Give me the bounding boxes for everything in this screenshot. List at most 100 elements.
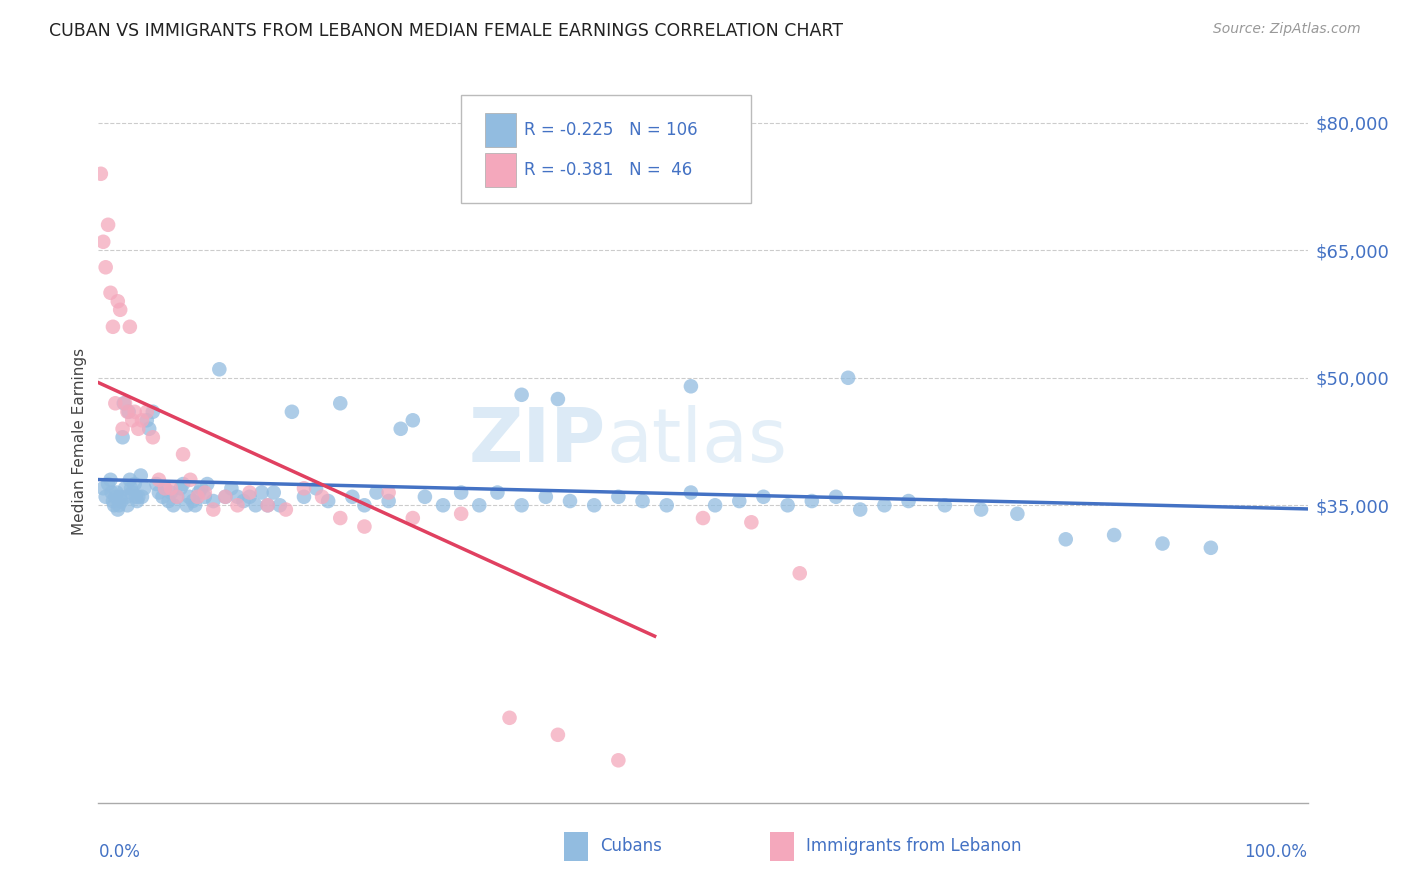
Point [468, 498, 491, 512]
Point [176, 498, 198, 512]
Point [679, 485, 702, 500]
Point [202, 494, 225, 508]
Point [329, 396, 352, 410]
Point [118, 473, 141, 487]
Point [120, 481, 142, 495]
Point [134, 481, 156, 495]
Point [377, 485, 399, 500]
Point [1054, 533, 1077, 547]
Point [172, 477, 194, 491]
Point [187, 485, 209, 500]
Point [127, 494, 149, 508]
Point [825, 490, 848, 504]
Point [108, 302, 131, 317]
Text: R = -0.225   N = 106: R = -0.225 N = 106 [524, 121, 697, 139]
Point [655, 498, 678, 512]
Point [94, 490, 117, 504]
Point [160, 485, 183, 500]
Point [486, 485, 509, 500]
Point [142, 430, 165, 444]
Point [117, 405, 139, 419]
Point [269, 498, 291, 512]
Point [970, 502, 993, 516]
Point [292, 490, 315, 504]
Text: Immigrants from Lebanon: Immigrants from Lebanon [806, 838, 1021, 855]
Point [97, 218, 120, 232]
Point [166, 490, 188, 504]
Y-axis label: Median Female Earnings: Median Female Earnings [72, 348, 87, 535]
Point [179, 490, 201, 504]
Point [547, 392, 569, 406]
Point [148, 473, 170, 487]
Point [221, 481, 243, 495]
Point [214, 490, 236, 504]
Bar [485, 153, 516, 187]
Bar [769, 831, 794, 861]
Point [366, 485, 388, 500]
Text: 100.0%: 100.0% [1244, 843, 1308, 861]
Point [281, 405, 304, 419]
Point [124, 405, 146, 419]
Point [127, 490, 149, 504]
Text: Cubans: Cubans [600, 838, 662, 855]
Point [121, 413, 143, 427]
Point [1152, 536, 1174, 550]
Text: ZIP: ZIP [470, 405, 606, 478]
Point [607, 753, 630, 767]
Point [534, 490, 557, 504]
Point [100, 285, 122, 300]
Point [142, 405, 165, 419]
Point [631, 494, 654, 508]
Point [873, 498, 896, 512]
Point [239, 485, 262, 500]
Point [184, 498, 207, 512]
Point [389, 422, 412, 436]
Point [226, 498, 249, 512]
Point [110, 494, 132, 508]
Point [607, 490, 630, 504]
Point [232, 494, 254, 508]
Point [127, 422, 149, 436]
Point [740, 516, 762, 530]
Point [413, 490, 436, 504]
Point [256, 498, 278, 512]
FancyBboxPatch shape [461, 95, 751, 203]
Point [111, 430, 134, 444]
Point [135, 405, 157, 419]
Point [124, 477, 146, 491]
Point [263, 485, 285, 500]
Point [547, 728, 569, 742]
Point [194, 490, 217, 504]
Point [510, 388, 533, 402]
Point [692, 511, 714, 525]
Point [90, 167, 112, 181]
Point [214, 490, 236, 504]
Point [752, 490, 775, 504]
Point [250, 485, 273, 500]
Point [107, 294, 129, 309]
Text: 0.0%: 0.0% [98, 843, 141, 861]
Point [837, 371, 859, 385]
Point [897, 494, 920, 508]
Point [402, 511, 425, 525]
Point [131, 413, 153, 427]
Point [125, 490, 148, 504]
Point [112, 396, 135, 410]
Point [160, 481, 183, 495]
Point [172, 447, 194, 461]
Point [108, 498, 131, 512]
Point [117, 498, 139, 512]
Point [510, 498, 533, 512]
Point [353, 519, 375, 533]
Point [329, 511, 352, 525]
Point [1007, 507, 1029, 521]
Point [101, 319, 124, 334]
Point [108, 490, 131, 504]
Point [152, 490, 174, 504]
Point [162, 498, 184, 512]
Point [153, 481, 176, 495]
Point [103, 498, 125, 512]
Point [115, 490, 138, 504]
Point [245, 498, 267, 512]
Point [91, 481, 114, 495]
